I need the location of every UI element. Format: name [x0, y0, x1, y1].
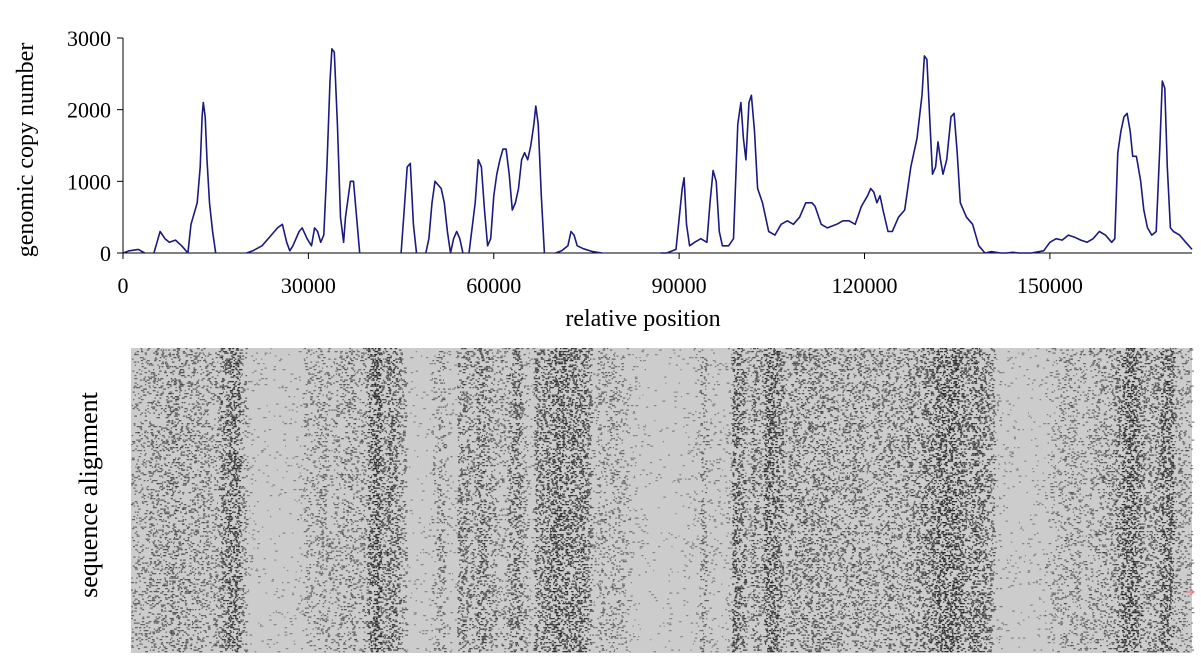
series-line — [123, 249, 145, 253]
x-tick-label: 90000 — [652, 273, 707, 298]
x-tick-label: 120000 — [832, 273, 898, 298]
series-line — [985, 81, 1192, 253]
x-ticks: 0 30000 60000 90000 120000 150000 — [118, 253, 1083, 298]
series-line — [154, 232, 188, 254]
y-tick-label: 1000 — [67, 169, 111, 194]
series-line — [188, 103, 216, 254]
x-tick-label: 0 — [118, 273, 129, 298]
y-tick-label: 2000 — [67, 98, 111, 123]
series-line — [661, 56, 985, 253]
copy-number-series — [123, 49, 1192, 253]
series-line — [469, 106, 544, 253]
x-tick-label: 150000 — [1017, 273, 1083, 298]
y-tick-label: 0 — [100, 241, 111, 266]
series-line — [556, 232, 602, 254]
x-tick-label: 30000 — [281, 273, 336, 298]
alignment-background — [131, 348, 1192, 653]
y-ticks: 0 1000 2000 3000 — [67, 26, 123, 266]
series-line — [247, 49, 360, 253]
copy-number-chart: 0 1000 2000 3000 0 30000 60000 90000 120000 1500… — [13, 26, 1192, 332]
y-axis-label: genomic copy number — [13, 43, 39, 258]
y-tick-label: 3000 — [67, 26, 111, 51]
series-line — [401, 163, 416, 253]
sequence-alignment-panel: sequence alignment — [74, 348, 1195, 653]
alignment-label: sequence alignment — [74, 391, 103, 598]
x-tick-label: 60000 — [466, 273, 521, 298]
series-line — [426, 181, 463, 253]
x-axis-label: relative position — [565, 306, 720, 332]
